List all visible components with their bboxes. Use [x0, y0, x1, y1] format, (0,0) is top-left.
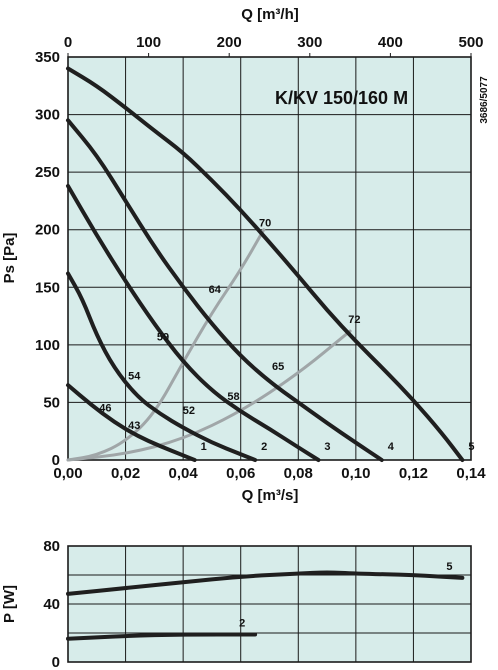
y-tick-label: 100 — [35, 337, 60, 354]
power-y-axis-label: P [W] — [1, 585, 18, 623]
x-tick-label: 0,00 — [53, 465, 82, 482]
fan-curve-3 — [66, 183, 321, 462]
fan-curve-4 — [66, 118, 384, 462]
power-curve-2 — [66, 632, 258, 641]
fan-curve-5 — [66, 66, 465, 462]
y-tick-label: 300 — [35, 107, 60, 124]
bottom-x-axis-label: Q [m³/s] — [242, 487, 299, 504]
power-curve-5 — [66, 570, 465, 596]
efficiency-label: 70 — [259, 217, 271, 229]
fan-curve-1 — [66, 383, 197, 462]
y-tick-label: 0 — [52, 452, 60, 469]
x2-tick-label: 100 — [136, 34, 161, 51]
efficiency-label: 46 — [99, 403, 111, 415]
x2-tick-label: 0 — [64, 34, 72, 51]
x2-tick-label: 400 — [378, 34, 403, 51]
top-x-axis-label: Q [m³/h] — [241, 6, 299, 23]
y-tick-label: 250 — [35, 164, 60, 181]
x-tick-label: 0,04 — [169, 465, 199, 482]
efficiency-label: 43 — [128, 420, 140, 432]
x-tick-label: 0,02 — [111, 465, 140, 482]
x-tick-label: 0,14 — [456, 465, 486, 482]
y-tick-label: 150 — [35, 279, 60, 296]
efficiency-label: 54 — [128, 370, 141, 382]
chart-title: K/KV 150/160 M — [275, 88, 408, 108]
x-tick-label: 0,06 — [226, 465, 255, 482]
efficiency-label: 64 — [209, 284, 222, 296]
x-tick-label: 0,12 — [399, 465, 428, 482]
x2-tick-label: 500 — [458, 34, 483, 51]
y-tick-label: 50 — [43, 394, 60, 411]
efficiency-label: 52 — [183, 405, 195, 417]
power-curve-label: 5 — [446, 561, 452, 573]
x2-tick-label: 200 — [217, 34, 242, 51]
power-y-tick-label: 80 — [43, 538, 60, 555]
efficiency-label: 72 — [348, 314, 360, 326]
x-tick-label: 0,10 — [341, 465, 370, 482]
fan-curve-label: 3 — [324, 441, 330, 453]
y-tick-label: 350 — [35, 49, 60, 66]
power-y-tick-label: 40 — [43, 596, 60, 613]
efficiency-label: 59 — [157, 331, 169, 343]
efficiency-label: 58 — [227, 391, 239, 403]
main-curves — [66, 66, 465, 462]
fan-curve-2 — [66, 271, 258, 462]
power-curve-label: 2 — [239, 617, 245, 629]
y-axis-label: Ps [Pa] — [1, 233, 18, 284]
power-curves — [66, 570, 465, 641]
drawing-code: 3686/5077 — [479, 76, 490, 124]
efficiency-label: 65 — [272, 361, 284, 373]
x-tick-label: 0,08 — [284, 465, 313, 482]
power-y-tick-label: 0 — [52, 654, 60, 670]
fan-curve-label: 2 — [261, 441, 267, 453]
power-labels: 0 40 80 5 2 — [43, 538, 452, 670]
fan-curve-label: 4 — [388, 441, 395, 453]
main-labels: 0,00 0,02 0,04 0,06 0,08 0,10 0,12 0,14 0 100 200 3… — [35, 34, 486, 482]
fan-curve-label: 1 — [201, 441, 207, 453]
power-grid — [67, 545, 472, 663]
fan-curve-label: 5 — [468, 441, 474, 453]
x2-tick-label: 300 — [297, 34, 322, 51]
y-tick-label: 200 — [35, 222, 60, 239]
